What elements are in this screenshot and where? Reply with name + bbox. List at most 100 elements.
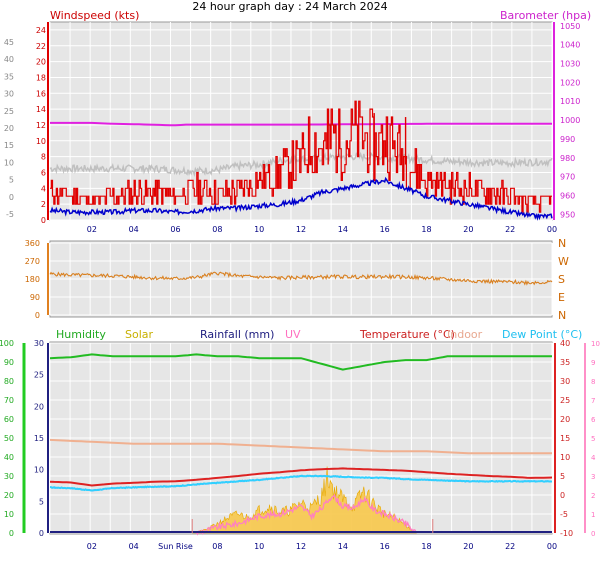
series-temperature bbox=[49, 467, 553, 487]
outer-tick-label: 20 bbox=[4, 124, 14, 133]
temperature-tick-label: 20 bbox=[560, 415, 570, 424]
baro-tick-label: 970 bbox=[560, 173, 575, 182]
wind-tick-label: 4 bbox=[41, 184, 46, 193]
x-tick-label: 08 bbox=[212, 542, 222, 551]
series-uv bbox=[195, 493, 417, 536]
temperature-tick-label: 35 bbox=[560, 358, 570, 367]
temperature-tick-label: -5 bbox=[560, 510, 568, 519]
wind-tick-label: 8 bbox=[41, 153, 46, 162]
uv-tick-label: 4 bbox=[591, 454, 596, 462]
x-tick-label: 02 bbox=[87, 225, 97, 234]
direction-tick-label: 0 bbox=[35, 311, 40, 320]
rain-tick-label: 30 bbox=[34, 339, 44, 348]
x-tick-label: 06 bbox=[170, 225, 180, 234]
humidity-tick-label: 50 bbox=[4, 434, 14, 443]
humidity-tick-label: 30 bbox=[4, 472, 14, 481]
legend-dewpoint: Dew Point (°C) bbox=[502, 328, 582, 341]
compass-label: E bbox=[558, 291, 565, 304]
direction-panel-series bbox=[49, 271, 553, 286]
temperature-tick-label: 25 bbox=[560, 396, 570, 405]
rain-tick-label: 10 bbox=[34, 466, 44, 475]
outer-tick-label: 45 bbox=[4, 38, 14, 47]
baro-tick-label: 1000 bbox=[560, 116, 580, 125]
baro-tick-label: 980 bbox=[560, 154, 575, 163]
baro-tick-label: 950 bbox=[560, 210, 575, 219]
temperature-tick-label: 40 bbox=[560, 339, 570, 348]
legend-rainfall: Rainfall (mm) bbox=[200, 328, 274, 341]
series-humidity bbox=[49, 353, 552, 371]
series-indoor bbox=[49, 438, 552, 455]
windspeed-axis-label: Windspeed (kts) bbox=[50, 9, 139, 22]
x-tick-label: 00 bbox=[547, 225, 557, 234]
x-tick-label: 16 bbox=[380, 542, 390, 551]
x-tick-label: 18 bbox=[421, 225, 431, 234]
x-tick-label: 00 bbox=[547, 542, 557, 551]
rain-tick-label: 5 bbox=[39, 497, 44, 506]
outer-tick-label: 10 bbox=[4, 158, 14, 167]
series-dewpoint bbox=[50, 474, 552, 492]
uv-tick-label: 8 bbox=[591, 378, 595, 386]
uv-tick-label: 3 bbox=[591, 473, 595, 481]
wind-tick-label: 6 bbox=[41, 168, 46, 177]
outer-tick-label: 5 bbox=[9, 176, 14, 185]
outer-tick-label: 30 bbox=[4, 90, 14, 99]
humidity-tick-label: 100 bbox=[0, 339, 14, 348]
x-tick-label: 22 bbox=[505, 225, 515, 234]
wind-tick-label: 2 bbox=[41, 200, 46, 209]
uv-tick-label: 7 bbox=[591, 397, 595, 405]
baro-tick-label: 990 bbox=[560, 135, 575, 144]
series-solar bbox=[192, 466, 417, 534]
wind-tick-label: 18 bbox=[36, 73, 46, 82]
outer-tick-label: 35 bbox=[4, 72, 14, 81]
humidity-tick-label: 80 bbox=[4, 377, 14, 386]
x-tick-label: Sun Rise bbox=[158, 542, 193, 551]
x-tick-label: 04 bbox=[129, 225, 139, 234]
wind-panel-series bbox=[49, 100, 553, 221]
x-tick-label: 18 bbox=[421, 542, 431, 551]
wind-tick-label: 0 bbox=[41, 216, 46, 225]
humidity-tick-label: 90 bbox=[4, 358, 14, 367]
x-tick-label: 16 bbox=[380, 225, 390, 234]
rain-tick-label: 25 bbox=[34, 371, 44, 380]
direction-tick-label: 270 bbox=[25, 257, 40, 266]
wind-tick-label: 10 bbox=[36, 137, 46, 146]
chart-title: 24 hour graph day : 24 March 2024 bbox=[192, 0, 387, 13]
temperature-tick-label: 30 bbox=[560, 377, 570, 386]
x-tick-label: 10 bbox=[254, 542, 264, 551]
legend-indoor: Indoor bbox=[447, 328, 483, 341]
uv-tick-label: 9 bbox=[591, 359, 595, 367]
compass-label: N bbox=[558, 309, 566, 322]
humidity-tick-label: 40 bbox=[4, 453, 14, 462]
x-tick-label: 14 bbox=[338, 542, 348, 551]
uv-tick-label: 6 bbox=[591, 416, 596, 424]
series-wind-direction bbox=[49, 271, 553, 286]
wind-tick-label: 22 bbox=[36, 42, 46, 51]
compass-label: S bbox=[558, 273, 565, 286]
compass-label: W bbox=[558, 255, 569, 268]
x-tick-label: 12 bbox=[296, 225, 306, 234]
baro-tick-label: 1050 bbox=[560, 22, 580, 31]
wind-tick-label: 14 bbox=[36, 105, 46, 114]
humidity-panel-legend: Humidity Solar Rainfall (mm) UV Temperat… bbox=[56, 328, 582, 341]
temperature-tick-label: 0 bbox=[560, 491, 565, 500]
temperature-tick-label: 10 bbox=[560, 453, 570, 462]
humidity-tick-label: 10 bbox=[4, 510, 14, 519]
x-tick-label: 22 bbox=[505, 542, 515, 551]
x-tick-label: 20 bbox=[463, 225, 473, 234]
uv-tick-label: 10 bbox=[591, 340, 600, 348]
temperature-tick-label: -10 bbox=[560, 529, 573, 538]
x-tick-label: 12 bbox=[296, 542, 306, 551]
uv-tick-label: 2 bbox=[591, 492, 595, 500]
rain-tick-label: 20 bbox=[34, 402, 44, 411]
outer-tick-label: 0 bbox=[9, 193, 14, 202]
outer-tick-label: -5 bbox=[6, 210, 14, 219]
legend-uv: UV bbox=[285, 328, 301, 341]
series-barometer bbox=[50, 121, 552, 127]
x-tick-label: 10 bbox=[254, 225, 264, 234]
baro-tick-label: 960 bbox=[560, 191, 575, 200]
humidity-panel-series bbox=[49, 353, 553, 536]
outer-tick-label: 40 bbox=[4, 55, 14, 64]
uv-tick-label: 5 bbox=[591, 435, 595, 443]
direction-tick-label: 180 bbox=[25, 275, 40, 284]
